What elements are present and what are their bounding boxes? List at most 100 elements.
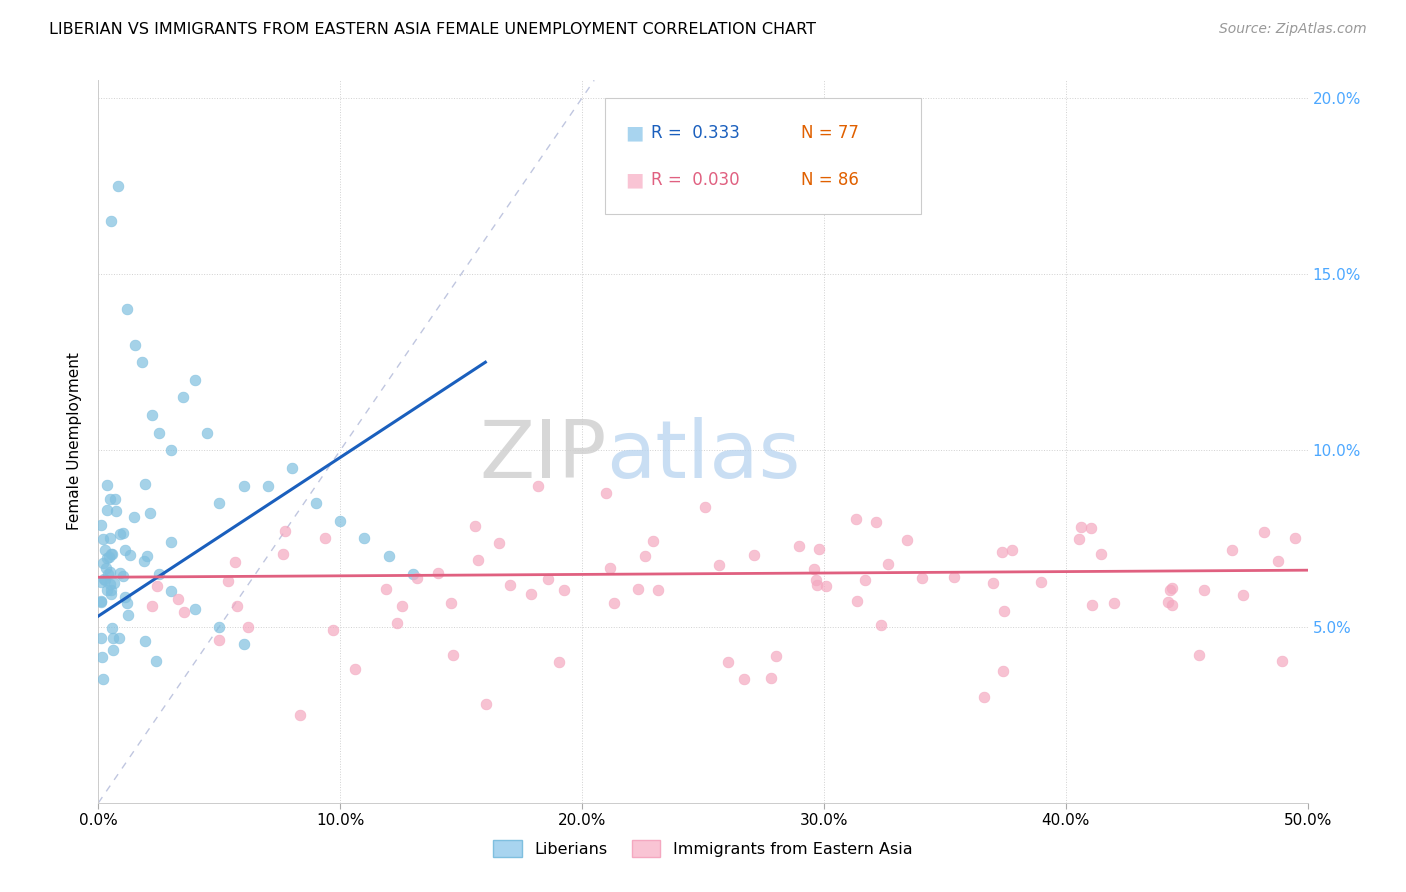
Point bbox=[695, 500, 717, 515]
Point bbox=[217, 574, 239, 589]
Point bbox=[981, 575, 1004, 590]
Point bbox=[1188, 648, 1211, 662]
Point bbox=[131, 355, 153, 369]
Point bbox=[707, 558, 730, 572]
Point bbox=[96, 503, 118, 517]
Point bbox=[353, 532, 375, 546]
Point bbox=[184, 373, 207, 387]
Point bbox=[765, 648, 787, 663]
Point bbox=[104, 491, 127, 506]
Point bbox=[115, 595, 138, 609]
Point bbox=[91, 649, 114, 664]
Point bbox=[232, 478, 254, 492]
Point bbox=[488, 535, 510, 549]
Point bbox=[173, 605, 195, 619]
Point bbox=[160, 535, 183, 549]
Point bbox=[803, 562, 825, 576]
Point bbox=[160, 584, 183, 599]
Point bbox=[1220, 543, 1243, 558]
Point bbox=[441, 648, 464, 663]
Point bbox=[440, 596, 463, 610]
Point bbox=[117, 302, 139, 317]
Point bbox=[845, 512, 868, 526]
Point bbox=[1157, 595, 1180, 609]
Point bbox=[135, 549, 157, 563]
Point bbox=[1159, 583, 1181, 598]
Point bbox=[107, 179, 129, 194]
Point bbox=[208, 496, 231, 510]
Point bbox=[547, 655, 569, 669]
Point bbox=[519, 587, 541, 601]
Text: atlas: atlas bbox=[606, 417, 800, 495]
Point bbox=[101, 643, 124, 657]
Point bbox=[1267, 554, 1289, 568]
Point bbox=[232, 637, 254, 651]
Point bbox=[845, 593, 868, 607]
Point bbox=[208, 633, 231, 648]
Point bbox=[122, 510, 145, 524]
Point bbox=[733, 673, 755, 687]
Point bbox=[256, 478, 278, 492]
Point bbox=[148, 425, 170, 440]
Point bbox=[134, 634, 156, 648]
Text: Source: ZipAtlas.com: Source: ZipAtlas.com bbox=[1219, 22, 1367, 37]
Point bbox=[305, 496, 328, 510]
Point bbox=[98, 531, 121, 545]
Point bbox=[117, 607, 139, 622]
Point bbox=[1001, 542, 1024, 557]
Point bbox=[990, 545, 1012, 559]
Text: ■: ■ bbox=[626, 170, 644, 189]
Point bbox=[108, 631, 131, 645]
Point bbox=[599, 560, 621, 574]
Point bbox=[426, 566, 449, 581]
Point bbox=[602, 596, 624, 610]
Point bbox=[402, 566, 425, 581]
Point bbox=[499, 577, 522, 591]
Point bbox=[98, 491, 121, 506]
Point bbox=[110, 527, 132, 541]
Point bbox=[208, 619, 231, 633]
Point bbox=[97, 566, 120, 581]
Point bbox=[134, 476, 156, 491]
Point bbox=[553, 583, 575, 598]
Point bbox=[329, 514, 352, 528]
Point bbox=[114, 543, 136, 558]
Point bbox=[527, 478, 550, 492]
Point bbox=[808, 541, 831, 556]
Point bbox=[93, 543, 115, 558]
Point bbox=[877, 557, 900, 571]
Point bbox=[1031, 574, 1053, 589]
Point bbox=[1081, 598, 1104, 612]
Point bbox=[943, 569, 966, 583]
Point bbox=[467, 552, 489, 566]
Point bbox=[167, 591, 190, 606]
Point bbox=[141, 599, 163, 613]
Point bbox=[475, 697, 498, 711]
Point bbox=[626, 582, 648, 596]
Point bbox=[96, 478, 118, 492]
Point bbox=[100, 587, 122, 601]
Point bbox=[141, 408, 163, 422]
Point bbox=[93, 556, 115, 570]
Point bbox=[172, 391, 194, 405]
Text: N = 77: N = 77 bbox=[801, 124, 859, 142]
Point bbox=[145, 654, 167, 668]
Point bbox=[139, 507, 162, 521]
Point bbox=[343, 662, 366, 676]
Point bbox=[806, 578, 828, 592]
Point bbox=[647, 583, 669, 598]
Point bbox=[184, 602, 207, 616]
Text: R =  0.333: R = 0.333 bbox=[651, 124, 740, 142]
Point bbox=[634, 549, 657, 563]
Point bbox=[1160, 581, 1182, 595]
Point bbox=[387, 615, 409, 630]
Point bbox=[101, 547, 124, 561]
Point bbox=[814, 579, 837, 593]
Point bbox=[1090, 547, 1112, 561]
Y-axis label: Female Unemployment: Female Unemployment bbox=[67, 352, 83, 531]
Text: LIBERIAN VS IMMIGRANTS FROM EASTERN ASIA FEMALE UNEMPLOYMENT CORRELATION CHART: LIBERIAN VS IMMIGRANTS FROM EASTERN ASIA… bbox=[49, 22, 817, 37]
Point bbox=[973, 690, 995, 704]
Point bbox=[271, 547, 294, 561]
Point bbox=[1070, 520, 1092, 534]
Point bbox=[1253, 525, 1275, 540]
